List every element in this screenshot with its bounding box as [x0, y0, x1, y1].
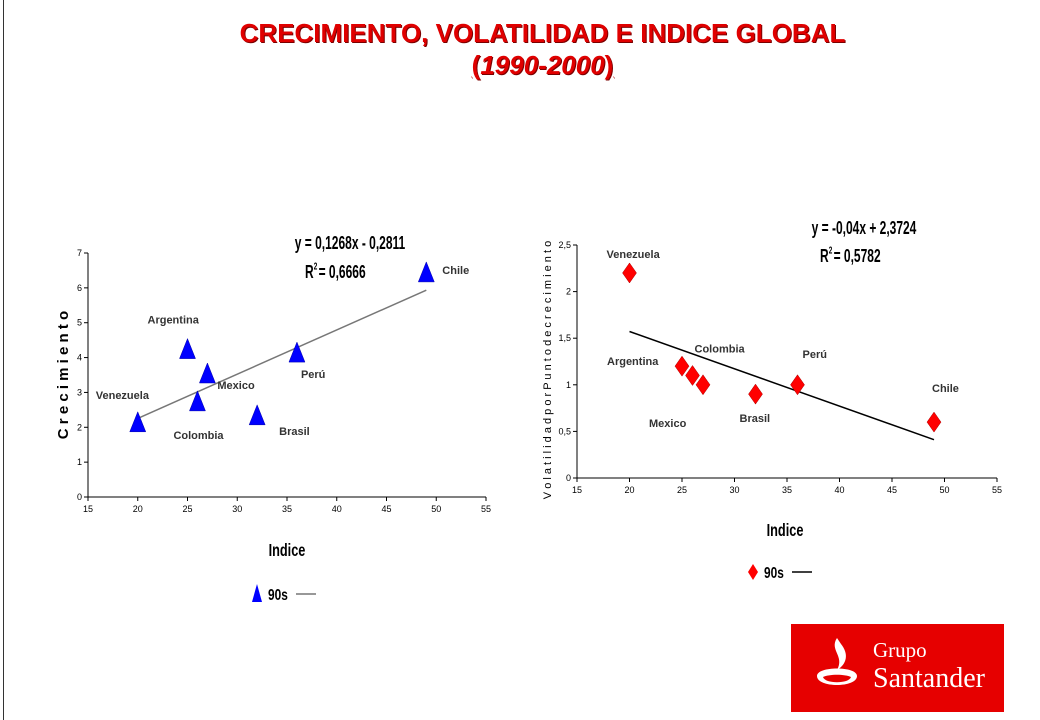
x-tick-label: 45 [381, 504, 391, 514]
point-label-argentina: Argentina [607, 356, 659, 368]
trendline [629, 330, 935, 441]
logo-grupo-text: Grupo [873, 638, 927, 662]
x-axis-label: Indice [269, 541, 306, 560]
data-point-mexico [695, 374, 711, 396]
point-label-venezuela: Venezuela [607, 249, 661, 261]
y-tick-label: 1,5 [558, 333, 571, 343]
x-tick-label: 55 [992, 485, 1002, 495]
r-squared-value: = 0,6666 [319, 263, 366, 283]
data-point-brasil [748, 383, 763, 405]
trend-equation: y = 0,1268x - 0,2811 [295, 234, 406, 254]
data-point-brasil [248, 404, 266, 426]
subtitle-open-paren: ( [471, 50, 481, 80]
point-label-brasil: Brasil [740, 413, 771, 425]
y-tick-label: 0 [566, 473, 571, 483]
x-tick-label: 15 [572, 485, 582, 495]
y-axis-label: C r e c i m i e n t o [55, 311, 72, 439]
point-label-mexico: Mexico [649, 418, 687, 430]
trend-equation: y = -0,04x + 2,3724 [812, 219, 917, 239]
point-label-chile: Chile [932, 383, 959, 395]
data-point-colombia [189, 390, 206, 412]
data-point-colombia [685, 365, 700, 386]
data-point-argentina [674, 355, 690, 377]
trendline [137, 289, 427, 420]
y-tick-label: 2 [566, 287, 571, 297]
point-label-brasil: Brasil [279, 426, 310, 438]
subtitle-close-paren: ) [604, 50, 614, 80]
x-tick-label: 25 [677, 485, 687, 495]
x-tick-label: 15 [83, 504, 93, 514]
x-tick-label: 50 [939, 485, 949, 495]
x-tick-label: 40 [834, 485, 844, 495]
y-tick-label: 7 [77, 248, 82, 258]
x-tick-label: 20 [133, 504, 143, 514]
data-point-venezuela [622, 262, 637, 284]
point-label-colombia: Colombia [695, 343, 746, 355]
x-tick-label: 45 [887, 485, 897, 495]
data-point-chile [417, 261, 435, 283]
y-tick-label: 0 [77, 492, 82, 502]
data-point-chile [926, 411, 942, 433]
point-label-mexico: Mexico [217, 380, 255, 392]
legend-marker [252, 584, 262, 602]
y-tick-label: 5 [77, 318, 82, 328]
flame-icon [817, 638, 857, 685]
slide-title: CRECIMIENTO, VOLATILIDAD E INDICE GLOBAL [239, 18, 846, 48]
logo-santander-text: Santander [873, 663, 985, 694]
x-tick-label: 40 [332, 504, 342, 514]
data-point-peru [288, 341, 306, 363]
point-label-peru: Perú [301, 369, 325, 381]
data-point-venezuela [129, 411, 147, 433]
point-label-chile: Chile [442, 265, 469, 277]
y-tick-label: 0,5 [558, 426, 571, 436]
volatility-chart: 0 0,5 1 1,5 2 2,5 15 20 25 30 35 40 45 50 55 Indice V o … [542, 219, 1002, 582]
x-tick-label: 30 [232, 504, 242, 514]
y-tick-label: 3 [77, 387, 82, 397]
y-tick-label: 2,5 [558, 240, 571, 250]
point-label-peru: Perú [803, 349, 827, 361]
point-label-argentina: Argentina [148, 315, 200, 327]
x-tick-label: 35 [782, 485, 792, 495]
x-tick-label: 35 [282, 504, 292, 514]
point-label-colombia: Colombia [173, 430, 224, 442]
slide-subtitle: (1990-2000) [0, 50, 1040, 81]
y-tick-label: 4 [77, 353, 82, 363]
r-squared-r: R [305, 263, 314, 283]
x-tick-label: 20 [624, 485, 634, 495]
y-axis-label: V o l a t i l i d a d p o r P u n t o d … [542, 241, 554, 499]
data-point-peru [790, 374, 805, 396]
point-label-venezuela: Venezuela [96, 390, 150, 402]
data-point-argentina [179, 337, 196, 359]
legend-label: 90s [764, 563, 784, 581]
r-squared-sup: 2 [829, 244, 833, 256]
x-tick-label: 25 [182, 504, 192, 514]
r-squared-r: R [820, 247, 829, 267]
y-tick-label: 6 [77, 283, 82, 293]
legend-label: 90s [268, 585, 288, 603]
x-tick-label: 50 [431, 504, 441, 514]
subtitle-years: 1990-2000 [480, 50, 605, 80]
slide-border [3, 0, 4, 720]
r-squared-sup: 2 [314, 260, 318, 272]
y-tick-label: 2 [77, 422, 82, 432]
x-tick-label: 30 [729, 485, 739, 495]
y-tick-label: 1 [77, 457, 82, 467]
r-squared-value: = 0,5782 [834, 247, 881, 267]
legend-marker [748, 564, 758, 580]
x-axis-label: Indice [767, 521, 804, 540]
x-tick-label: 55 [481, 504, 491, 514]
data-point-mexico [199, 362, 216, 384]
y-tick-label: 1 [566, 380, 571, 390]
santander-logo: Grupo Santander [791, 624, 1004, 712]
